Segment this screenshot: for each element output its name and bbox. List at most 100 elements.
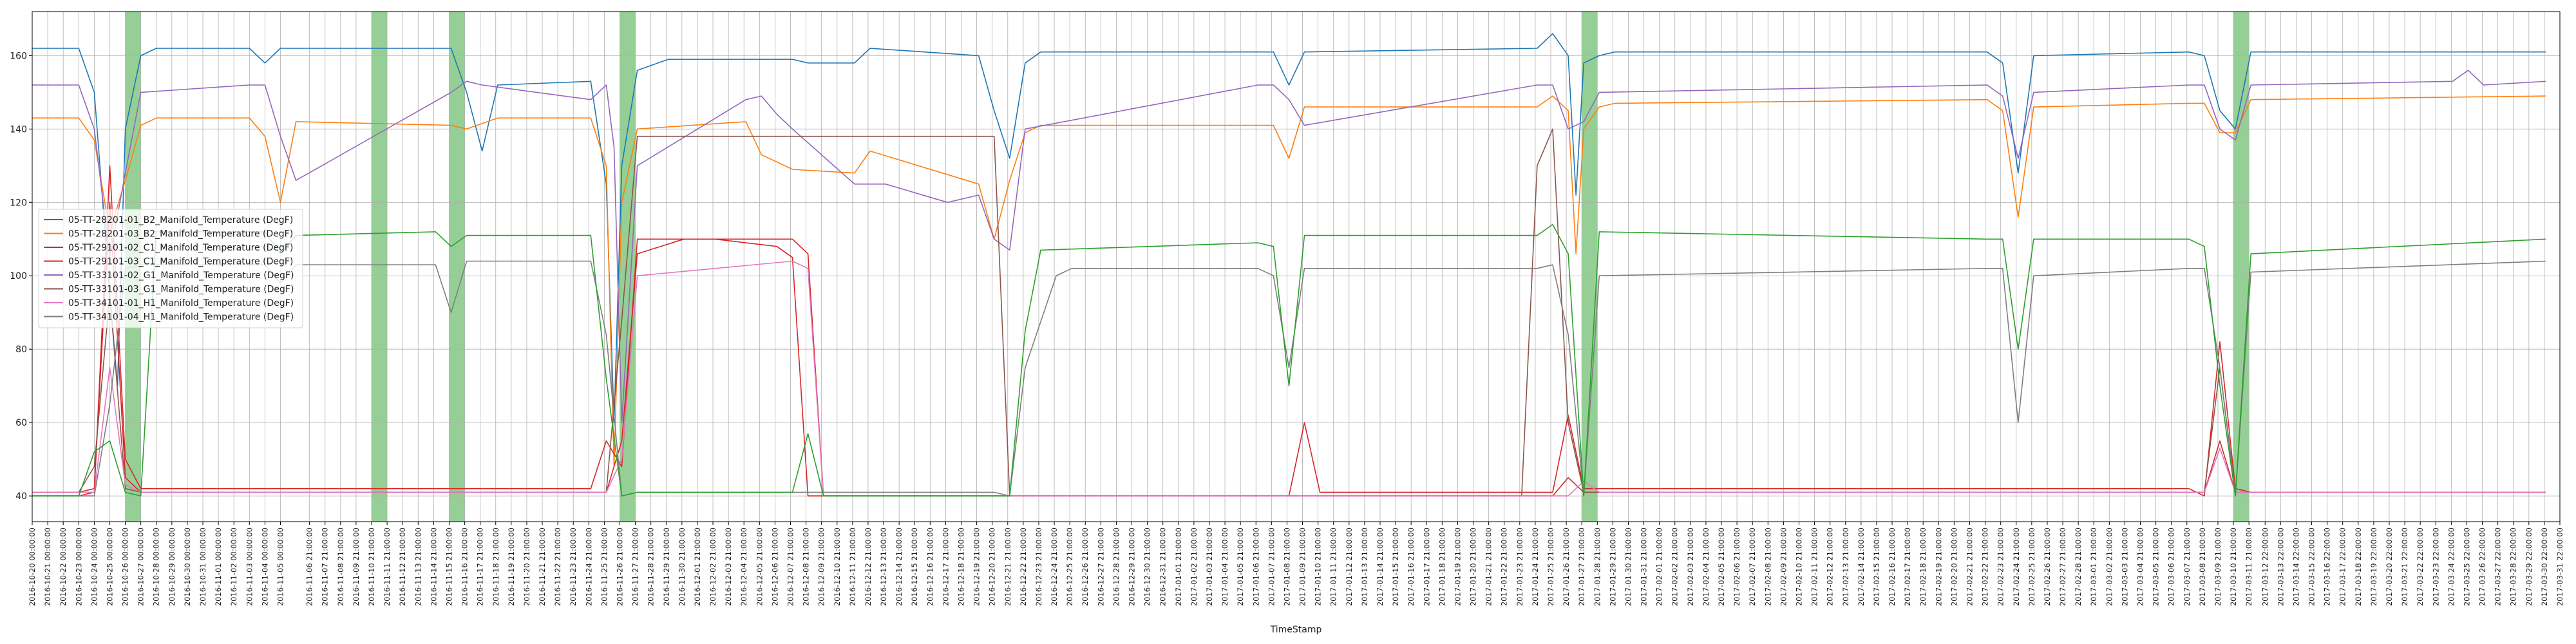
highlight-band-6 — [2233, 12, 2249, 522]
x-tick-label: 2017-02-17 21:00:00 — [1903, 527, 1912, 606]
x-tick-label: 2017-03-05 21:00:00 — [2152, 527, 2161, 606]
x-tick-label: 2016-11-13 21:00:00 — [413, 527, 422, 606]
x-tick-label: 2016-12-02 21:00:00 — [708, 527, 717, 606]
x-tick-label: 2017-02-23 21:00:00 — [1996, 527, 2005, 606]
x-tick-label: 2017-01-26 21:00:00 — [1562, 527, 1571, 606]
x-tick-label: 2017-03-07 21:00:00 — [2183, 527, 2192, 606]
grid-lines — [32, 12, 2561, 522]
x-tick-label: 2016-12-20 21:00:00 — [988, 527, 997, 606]
x-tick-label: 2017-01-28 21:00:00 — [1593, 527, 1602, 606]
x-tick-label: 2016-12-26 21:00:00 — [1081, 527, 1090, 606]
legend: 05-TT-28201-01_B2_Manifold_Temperature (… — [38, 209, 303, 328]
x-tick-label: 2016-12-04 21:00:00 — [739, 527, 748, 606]
x-tick-label: 2016-11-22 21:00:00 — [553, 527, 562, 606]
x-tick-label: 2016-12-25 21:00:00 — [1065, 527, 1074, 606]
series-line-6 — [32, 128, 2546, 497]
y-tick-label: 60 — [15, 418, 27, 428]
x-tick-label: 2017-01-20 21:00:00 — [1469, 527, 1478, 606]
legend-entry: 05-TT-29101-03_C1_Manifold_Temperature (… — [68, 257, 293, 267]
x-tick-label: 2017-03-06 21:00:00 — [2167, 527, 2176, 606]
x-tick-label: 2016-10-24 00:00:00 — [90, 527, 99, 606]
x-tick-label: 2016-12-19 21:00:00 — [972, 527, 981, 606]
x-tick-label: 2017-03-22 22:00:00 — [2416, 527, 2425, 606]
legend-frame — [38, 209, 303, 328]
x-tick-label: 2017-01-15 21:00:00 — [1391, 527, 1400, 606]
x-tick-label: 2017-03-15 22:00:00 — [2307, 527, 2316, 606]
x-tick-label: 2017-03-12 22:00:00 — [2260, 527, 2269, 606]
x-tick-label: 2017-02-04 21:00:00 — [1701, 527, 1710, 606]
series-line-3 — [32, 165, 2546, 497]
x-tick-label: 2016-10-30 00:00:00 — [183, 527, 192, 606]
x-tick-label: 2017-02-16 21:00:00 — [1888, 527, 1897, 606]
x-axis-label: TimeStamp — [1270, 625, 1322, 635]
x-tick-label: 2017-01-23 21:00:00 — [1515, 527, 1524, 606]
legend-entry: 05-TT-34101-01_H1_Manifold_Temperature (… — [68, 298, 294, 308]
x-tick-label: 2017-03-19 22:00:00 — [2369, 527, 2378, 606]
x-tick-label: 2017-03-02 21:00:00 — [2105, 527, 2114, 606]
x-tick-label: 2017-01-06 21:00:00 — [1251, 527, 1260, 606]
x-tick-label: 2017-02-21 21:00:00 — [1965, 527, 1974, 606]
x-tick-label: 2016-11-05 00:00:00 — [276, 527, 285, 606]
x-tick-label: 2017-02-20 21:00:00 — [1949, 527, 1958, 606]
x-tick-label: 2017-01-24 21:00:00 — [1531, 527, 1540, 606]
x-tick-label: 2017-03-08 21:00:00 — [2198, 527, 2207, 606]
x-tick-label: 2017-03-13 22:00:00 — [2276, 527, 2285, 606]
x-tick-label: 2016-10-31 00:00:00 — [198, 527, 207, 606]
x-tick-label: 2017-03-29 22:00:00 — [2524, 527, 2533, 606]
x-tick-label: 2017-02-22 21:00:00 — [1981, 527, 1990, 606]
x-tick-label: 2017-03-20 22:00:00 — [2385, 527, 2394, 606]
legend-entry: 05-TT-28201-01_B2_Manifold_Temperature (… — [68, 215, 293, 225]
x-tick-label: 2017-02-10 21:00:00 — [1794, 527, 1803, 606]
x-tick-label: 2016-11-10 21:00:00 — [367, 527, 376, 606]
x-tick-label: 2017-01-18 21:00:00 — [1437, 527, 1446, 606]
series-line-7 — [32, 260, 2546, 497]
x-tick-label: 2017-03-28 22:00:00 — [2509, 527, 2518, 606]
x-tick-label: 2017-03-27 22:00:00 — [2494, 527, 2503, 606]
x-tick-label: 2017-02-13 21:00:00 — [1841, 527, 1850, 606]
x-tick-label: 2017-03-18 22:00:00 — [2354, 527, 2363, 606]
x-tick-label: 2017-02-01 21:00:00 — [1655, 527, 1664, 606]
x-tick-label: 2017-03-21 22:00:00 — [2400, 527, 2409, 606]
x-tick-label: 2017-02-26 21:00:00 — [2043, 527, 2052, 606]
x-tick-label: 2016-12-09 21:00:00 — [817, 527, 826, 606]
x-tick-label: 2016-12-24 21:00:00 — [1050, 527, 1059, 606]
x-tick-label: 2017-01-21 21:00:00 — [1484, 527, 1493, 606]
x-tick-label: 2017-01-09 21:00:00 — [1298, 527, 1307, 606]
x-tick-label: 2016-11-04 00:00:00 — [260, 527, 269, 606]
x-tick-label: 2017-02-05 21:00:00 — [1717, 527, 1726, 606]
x-tick-label: 2017-01-01 21:00:00 — [1174, 527, 1183, 606]
x-tick-label: 2016-12-10 21:00:00 — [833, 527, 842, 606]
x-tick-label: 2017-02-08 21:00:00 — [1763, 527, 1772, 606]
x-tick-label: 2017-02-14 21:00:00 — [1857, 527, 1866, 606]
highlight-band-2 — [372, 12, 388, 522]
legend-entry: 05-TT-29101-02_C1_Manifold_Temperature (… — [68, 243, 293, 253]
x-tick-label: 2017-01-29 21:00:00 — [1608, 527, 1617, 606]
y-tick-label: 140 — [10, 124, 27, 135]
x-tick-label: 2016-12-08 21:00:00 — [802, 527, 811, 606]
x-tick-label: 2016-12-15 21:00:00 — [910, 527, 919, 606]
x-tick-label: 2017-01-07 21:00:00 — [1267, 527, 1276, 606]
x-tick-label: 2017-02-12 21:00:00 — [1826, 527, 1835, 606]
x-tick-label: 2017-01-03 21:00:00 — [1205, 527, 1214, 606]
y-tick-label: 160 — [10, 51, 27, 61]
x-tick-label: 2017-03-01 21:00:00 — [2089, 527, 2098, 606]
x-tick-label: 2017-02-09 21:00:00 — [1779, 527, 1788, 606]
x-tick-label: 2017-01-31 21:00:00 — [1640, 527, 1649, 606]
x-tick-label: 2016-12-29 21:00:00 — [1128, 527, 1137, 606]
legend-entry: 05-TT-28201-03_B2_Manifold_Temperature (… — [68, 229, 293, 240]
x-tick-label: 2016-11-30 21:00:00 — [677, 527, 687, 606]
x-tick-label: 2016-12-13 21:00:00 — [879, 527, 888, 606]
x-tick-label: 2017-03-16 22:00:00 — [2323, 527, 2332, 606]
x-tick-label: 2016-10-27 00:00:00 — [137, 527, 146, 606]
x-tick-label: 2016-10-29 00:00:00 — [167, 527, 176, 606]
x-tick-label: 2016-11-09 21:00:00 — [352, 527, 361, 606]
x-tick-label: 2017-03-26 22:00:00 — [2478, 527, 2487, 606]
x-tick-label: 2016-11-23 21:00:00 — [569, 527, 578, 606]
series-line-1 — [32, 33, 2546, 424]
x-tick-label: 2016-11-21 21:00:00 — [538, 527, 547, 606]
x-tick-label: 2016-12-16 21:00:00 — [925, 527, 934, 606]
x-tick-label: 2017-03-24 22:00:00 — [2447, 527, 2456, 606]
x-tick-label: 2016-12-22 21:00:00 — [1019, 527, 1028, 606]
x-tick-label: 2017-01-12 21:00:00 — [1345, 527, 1354, 606]
